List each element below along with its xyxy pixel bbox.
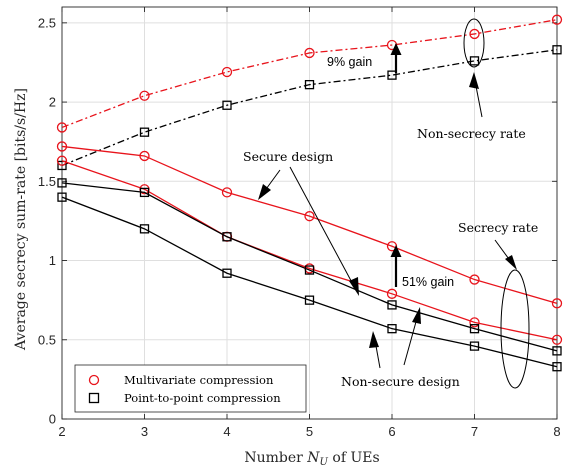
data-point bbox=[551, 298, 563, 309]
secure-design-pointer-right bbox=[289, 166, 357, 291]
data-point bbox=[139, 187, 150, 198]
data-point bbox=[469, 324, 480, 334]
y-tick-label: 2 bbox=[49, 95, 56, 110]
legend-marker-multivariate bbox=[88, 374, 100, 386]
legend: Multivariate compression Point-to-point … bbox=[74, 364, 307, 413]
data-point bbox=[386, 288, 398, 299]
data-point bbox=[57, 192, 67, 202]
y-tick-label: 1.5 bbox=[38, 174, 56, 189]
data-point bbox=[304, 211, 315, 222]
data-point bbox=[552, 362, 562, 372]
data-point bbox=[222, 268, 232, 278]
secure-design-label: Secure design bbox=[243, 149, 333, 164]
series-line bbox=[61, 160, 558, 341]
y-tick-label: 2.5 bbox=[38, 15, 56, 30]
secrecy-rate-label: Secrecy rate bbox=[458, 220, 538, 235]
data-point bbox=[139, 150, 150, 162]
data-point bbox=[304, 295, 315, 305]
data-point bbox=[222, 232, 232, 242]
data-point bbox=[469, 341, 480, 351]
data-point bbox=[304, 265, 315, 275]
series-1 bbox=[56, 14, 563, 133]
data-point bbox=[57, 178, 67, 188]
x-tick-label: 3 bbox=[141, 424, 148, 439]
x-axis-label-main: Number bbox=[244, 450, 307, 466]
series-2 bbox=[57, 45, 562, 171]
data-point bbox=[469, 274, 480, 285]
gain-51-arrowhead bbox=[390, 245, 402, 257]
data-point bbox=[139, 127, 150, 137]
x-tick-label: 5 bbox=[306, 424, 313, 439]
non-secrecy-label: Non-secrecy rate bbox=[417, 126, 526, 141]
x-axis-label: Number NU of UEs bbox=[244, 450, 379, 468]
x-tick-label: 7 bbox=[471, 424, 478, 439]
data-point bbox=[387, 324, 397, 334]
series-line bbox=[61, 19, 558, 129]
y-tick-label: 1 bbox=[49, 253, 56, 268]
gain-9-arrowhead bbox=[390, 43, 402, 55]
data-point bbox=[551, 14, 563, 25]
non-secrecy-arrowhead bbox=[469, 72, 479, 89]
series-layer bbox=[56, 14, 563, 372]
secure-design-arrowhead-left bbox=[258, 184, 271, 200]
data-point bbox=[56, 122, 68, 133]
data-point bbox=[304, 79, 315, 90]
y-tick-label: 0.5 bbox=[38, 332, 56, 347]
x-tick-label: 6 bbox=[388, 424, 395, 439]
data-point bbox=[221, 187, 233, 198]
y-axis-label: Average secrecy sum-rate [bits/s/Hz] bbox=[13, 88, 29, 351]
non-secrecy-ellipse bbox=[463, 18, 485, 68]
gain-9-label: 9% gain bbox=[327, 55, 372, 69]
data-point bbox=[56, 141, 68, 152]
series-3 bbox=[56, 141, 563, 309]
data-point bbox=[387, 300, 397, 310]
legend-label-point: Point-to-point compression bbox=[124, 391, 281, 405]
x-axis-label-subscript: U bbox=[320, 457, 329, 468]
series-line bbox=[61, 182, 558, 352]
secrecy-rate-arrowhead bbox=[505, 255, 517, 270]
x-tick-label: 8 bbox=[553, 424, 560, 439]
series-5 bbox=[57, 178, 562, 356]
legend-label-multivariate: Multivariate compression bbox=[124, 373, 274, 387]
series-line bbox=[61, 196, 558, 368]
data-point bbox=[222, 100, 232, 110]
data-point bbox=[57, 160, 67, 171]
legend-marker-point bbox=[88, 392, 100, 404]
data-point bbox=[552, 45, 562, 55]
data-point bbox=[387, 70, 397, 80]
secure-design-arrowhead-right bbox=[349, 277, 359, 296]
legend-box bbox=[74, 364, 307, 413]
annotations: 9% gain Non-secrecy rate Secure design 5… bbox=[243, 18, 538, 389]
data-point bbox=[469, 28, 480, 40]
non-secure-arrowhead-right bbox=[412, 307, 421, 324]
tick-labels: 2 3 4 5 6 7 8 0 0.5 1 1.5 2 2.5 bbox=[38, 15, 561, 439]
series-6 bbox=[57, 192, 562, 372]
data-point bbox=[304, 47, 315, 59]
axes bbox=[61, 6, 558, 420]
x-tick-label: 4 bbox=[223, 424, 230, 439]
secrecy-rate-ellipse bbox=[500, 269, 530, 389]
series-line bbox=[61, 49, 558, 167]
series-line bbox=[61, 145, 558, 304]
data-point bbox=[139, 90, 150, 101]
data-point bbox=[551, 334, 563, 345]
data-point bbox=[56, 155, 68, 166]
non-secure-design-label: Non-secure design bbox=[341, 374, 460, 389]
non-secure-arrowhead-left bbox=[369, 331, 379, 348]
x-axis-label-symbol: N bbox=[306, 450, 320, 466]
data-point bbox=[469, 317, 480, 328]
data-point bbox=[552, 346, 562, 356]
data-point bbox=[469, 56, 480, 66]
data-point bbox=[139, 224, 150, 234]
data-point bbox=[221, 66, 233, 78]
x-tick-label: 2 bbox=[58, 424, 65, 439]
x-axis-label-rest: of UEs bbox=[328, 450, 380, 466]
y-tick-label: 0 bbox=[49, 412, 56, 427]
gain-51-label: 51% gain bbox=[402, 275, 454, 289]
